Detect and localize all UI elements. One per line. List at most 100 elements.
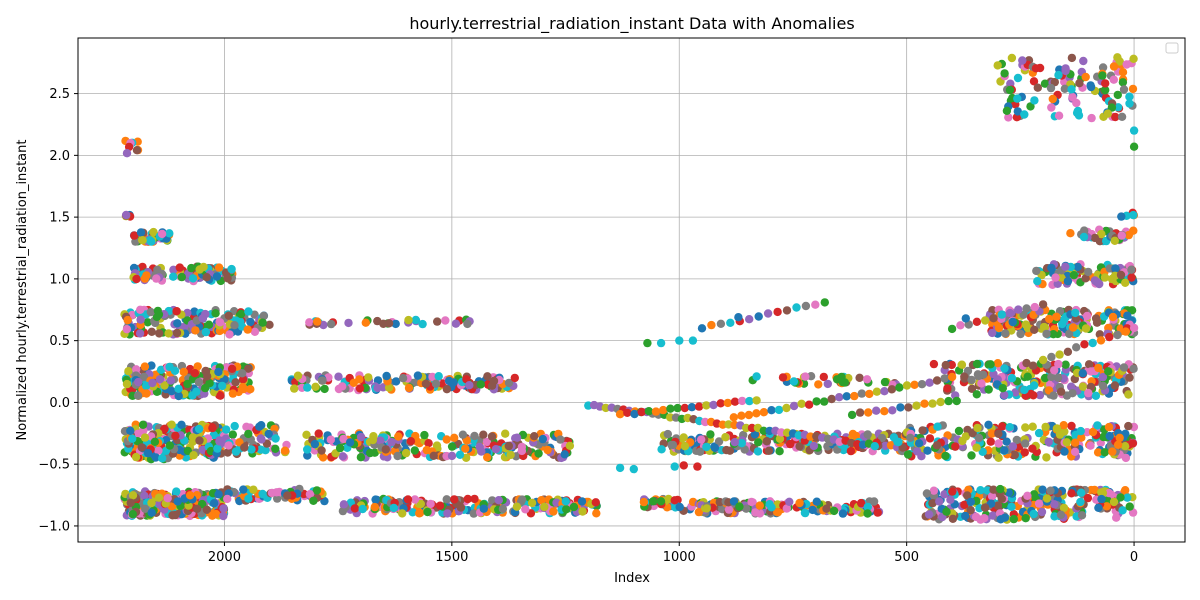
data-point [165, 229, 174, 238]
data-point [211, 309, 220, 318]
data-point [171, 431, 180, 440]
data-point [172, 487, 181, 496]
data-point [702, 504, 711, 513]
data-point [917, 380, 927, 389]
data-point [560, 450, 569, 459]
data-point [1127, 273, 1136, 282]
y-tick-label: 2.0 [49, 149, 70, 164]
data-point [1097, 488, 1106, 497]
data-point [158, 454, 167, 463]
data-point [840, 378, 849, 387]
data-point [936, 397, 945, 407]
data-point [789, 401, 799, 411]
data-point [170, 366, 180, 375]
data-point [747, 497, 756, 507]
data-point [1127, 265, 1136, 274]
data-point [1002, 437, 1011, 446]
data-point [401, 448, 411, 458]
data-point [694, 402, 704, 411]
data-point [1083, 493, 1093, 503]
data-point [214, 490, 223, 499]
data-point [424, 439, 433, 448]
data-point [216, 391, 225, 400]
data-point [792, 303, 801, 312]
data-point [958, 436, 967, 446]
data-point [1020, 448, 1029, 457]
data-point [707, 320, 716, 330]
data-point [420, 430, 429, 440]
data-point [944, 396, 953, 406]
data-point [244, 364, 253, 373]
data-point [239, 485, 248, 494]
data-point [441, 316, 450, 325]
data-point [1008, 317, 1017, 327]
data-point [423, 507, 432, 517]
data-point [358, 504, 367, 514]
data-point [132, 365, 141, 374]
data-point [785, 497, 794, 506]
data-point [1094, 503, 1103, 512]
data-point [416, 499, 425, 509]
data-point [504, 378, 514, 388]
data-point [160, 381, 169, 390]
data-point [863, 502, 872, 512]
data-point [309, 496, 318, 505]
data-point [443, 509, 452, 518]
data-point [1068, 389, 1077, 398]
data-point [973, 423, 982, 433]
data-point [487, 432, 497, 441]
data-point [1123, 311, 1132, 320]
data-point [148, 378, 157, 388]
data-point [848, 429, 858, 439]
data-point [389, 503, 398, 513]
data-point [1113, 330, 1122, 340]
data-point [1061, 262, 1070, 271]
data-point [1076, 497, 1085, 507]
data-point [406, 437, 416, 446]
data-point [318, 453, 328, 462]
data-point [435, 501, 445, 510]
data-point [194, 424, 204, 434]
data-point [387, 437, 396, 447]
data-point [189, 451, 198, 460]
data-point [1093, 421, 1102, 430]
data-point [820, 298, 829, 307]
data-point [863, 430, 872, 439]
data-point [458, 430, 468, 439]
data-point [1009, 514, 1018, 524]
data-point [986, 499, 996, 508]
data-point [820, 397, 829, 406]
data-point [948, 487, 957, 496]
data-point [1042, 453, 1051, 462]
data-point [569, 502, 579, 512]
data-point [929, 359, 939, 369]
data-point [137, 443, 146, 452]
data-point [744, 410, 754, 420]
data-point [442, 495, 451, 504]
data-point [1125, 99, 1134, 108]
data-point [381, 445, 390, 454]
data-point [978, 447, 987, 456]
data-point [366, 448, 375, 458]
data-point [1100, 273, 1110, 282]
data-point [1026, 102, 1035, 111]
data-point [782, 504, 791, 513]
data-point [1000, 513, 1010, 522]
data-point [356, 432, 366, 442]
data-point [173, 497, 182, 506]
data-point [1007, 374, 1017, 383]
data-point [993, 61, 1002, 70]
data-point [242, 422, 251, 431]
y-axis-ticks: −1.0 −0.5 0.0 0.5 1.0 1.5 2.0 2.5 [38, 87, 78, 534]
data-point [1038, 300, 1048, 309]
data-point [264, 429, 273, 439]
data-point [122, 149, 132, 158]
data-point [782, 306, 792, 315]
data-point [869, 497, 879, 506]
data-point [679, 433, 688, 442]
data-point [154, 310, 164, 319]
data-point [132, 146, 142, 155]
data-point [1051, 273, 1060, 282]
data-point [494, 496, 503, 505]
data-point [442, 385, 452, 394]
